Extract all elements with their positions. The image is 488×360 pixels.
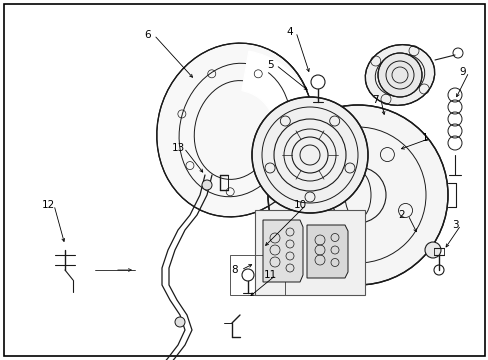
Text: 9: 9 — [459, 67, 466, 77]
Text: 2: 2 — [398, 210, 405, 220]
Text: 4: 4 — [286, 27, 293, 37]
Text: 10: 10 — [293, 200, 306, 210]
Text: 1: 1 — [421, 133, 427, 143]
Circle shape — [267, 105, 447, 285]
Text: 7: 7 — [371, 95, 378, 105]
Circle shape — [175, 317, 184, 327]
Circle shape — [251, 97, 367, 213]
Polygon shape — [263, 220, 303, 282]
Text: 6: 6 — [144, 30, 151, 40]
Circle shape — [377, 53, 421, 97]
Polygon shape — [306, 225, 347, 278]
Text: 12: 12 — [41, 200, 55, 210]
Text: 3: 3 — [451, 220, 457, 230]
Text: 8: 8 — [231, 265, 238, 275]
Ellipse shape — [157, 43, 313, 217]
Text: 11: 11 — [263, 270, 276, 280]
Text: 5: 5 — [266, 60, 273, 70]
Bar — [254, 210, 364, 295]
Circle shape — [424, 242, 440, 258]
Text: 13: 13 — [171, 143, 184, 153]
Wedge shape — [242, 51, 314, 170]
Circle shape — [202, 180, 212, 190]
Bar — [229, 255, 285, 295]
Ellipse shape — [365, 45, 434, 105]
